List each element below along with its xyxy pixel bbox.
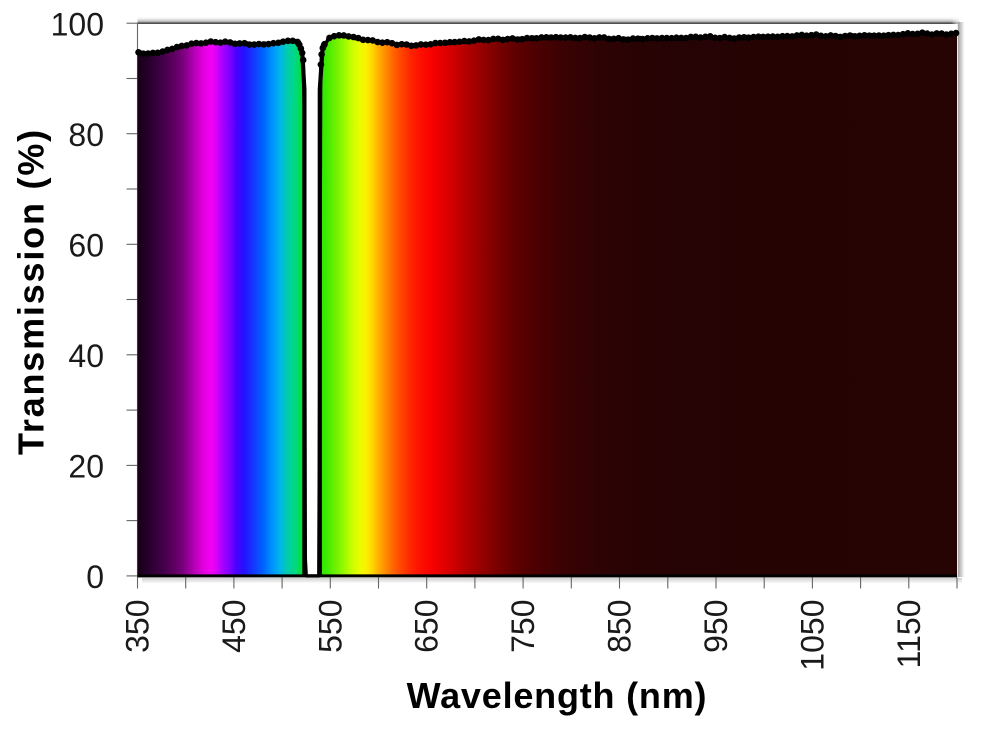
svg-text:Transmission (%): Transmission (%): [11, 128, 52, 455]
svg-text:650: 650: [409, 600, 445, 653]
svg-text:0: 0: [86, 559, 104, 595]
svg-text:450: 450: [216, 600, 252, 653]
svg-text:60: 60: [68, 228, 104, 264]
svg-text:850: 850: [602, 600, 638, 653]
svg-text:80: 80: [68, 117, 104, 153]
svg-text:750: 750: [505, 600, 541, 653]
svg-text:40: 40: [68, 338, 104, 374]
svg-text:950: 950: [698, 600, 734, 653]
svg-text:1050: 1050: [794, 600, 830, 671]
svg-text:20: 20: [68, 449, 104, 485]
svg-text:100: 100: [51, 6, 104, 42]
svg-text:Wavelength (nm): Wavelength (nm): [407, 675, 708, 716]
svg-text:1150: 1150: [891, 600, 927, 669]
svg-text:350: 350: [120, 600, 156, 653]
svg-text:550: 550: [312, 600, 348, 653]
